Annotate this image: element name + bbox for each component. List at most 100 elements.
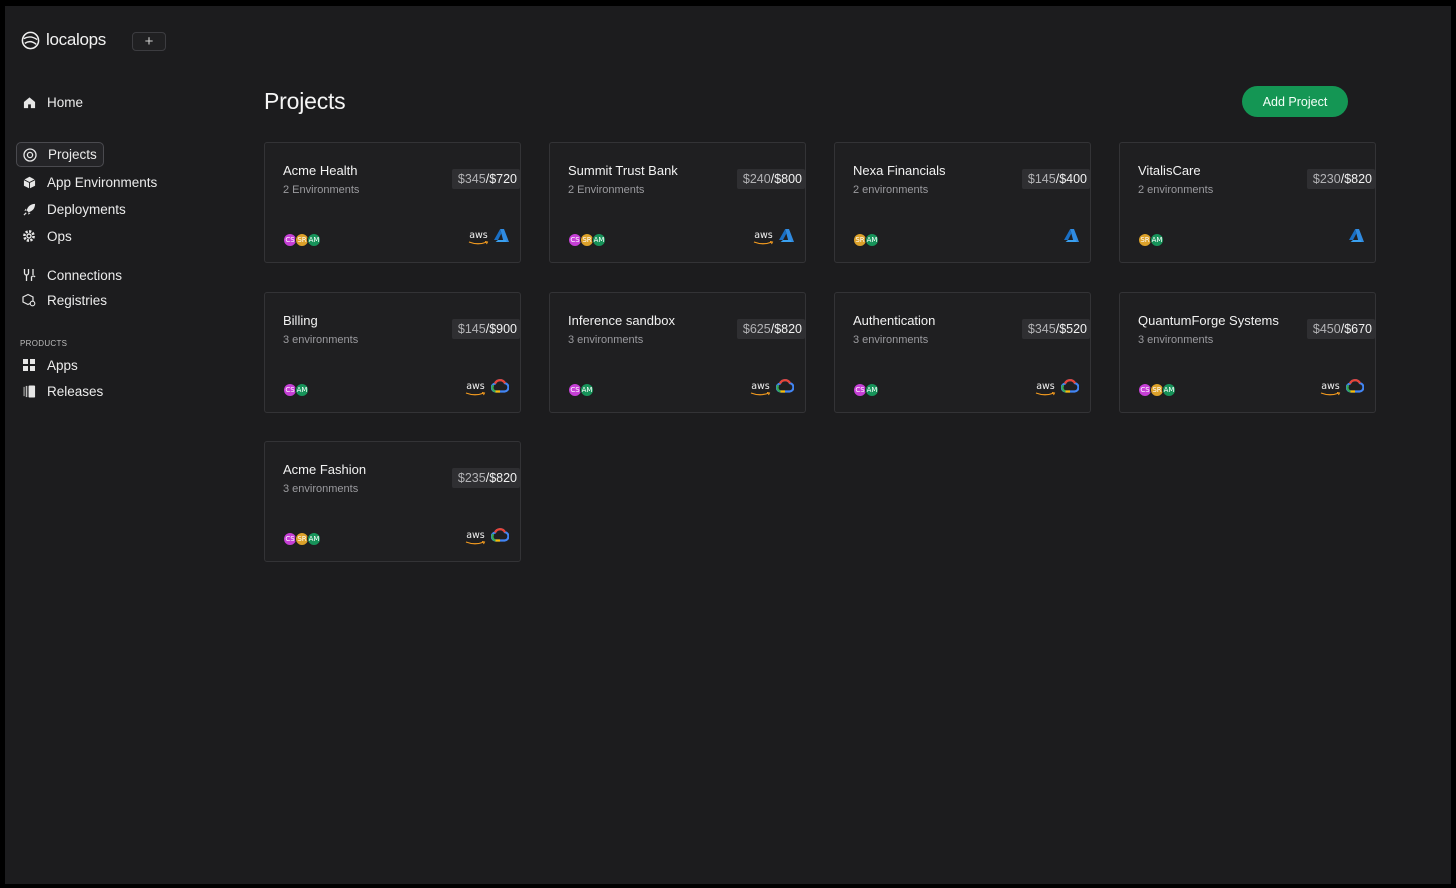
project-name: Nexa Financials <box>853 163 946 178</box>
avatar[interactable]: AM <box>1162 383 1176 397</box>
cost-budget: /$520 <box>1055 322 1087 336</box>
project-card[interactable]: Authentication 3 environments $345/$520 CS A… <box>834 292 1091 413</box>
aws-label: aws <box>751 380 770 392</box>
cost-budget: /$820 <box>1340 172 1372 186</box>
project-env-count: 2 Environments <box>568 184 645 196</box>
project-name: Billing <box>283 313 318 328</box>
cloud-providers: aws <box>468 229 509 247</box>
new-button[interactable]: + <box>132 32 166 51</box>
cost-used: $235 <box>457 471 486 485</box>
sidebar-item-projects[interactable]: Projects <box>16 142 104 167</box>
member-avatars: SR AM <box>1138 233 1164 247</box>
aws-label: aws <box>466 529 485 541</box>
cost-budget: /$900 <box>485 322 517 336</box>
avatar[interactable]: AM <box>865 233 879 247</box>
brand-name: localops <box>46 30 106 49</box>
gcp-logo-icon <box>490 379 510 398</box>
localops-logo-icon <box>21 31 40 49</box>
home-icon <box>22 95 36 109</box>
project-card[interactable]: Inference sandbox 3 environments $625/$820… <box>549 292 806 413</box>
sidebar-item-label: Home <box>47 94 84 110</box>
project-card[interactable]: Acme Fashion 3 environments $235/$820 CS SR A… <box>264 441 521 562</box>
project-card[interactable]: QuantumForge Systems 3 environments $450/$… <box>1119 292 1376 413</box>
cost-used: $450 <box>1312 322 1341 336</box>
sidebar-item-ops[interactable]: Ops <box>16 224 78 248</box>
cost-badge: $345/$720 <box>451 169 520 189</box>
project-name: Inference sandbox <box>568 313 675 328</box>
aws-label: aws <box>466 380 485 392</box>
project-env-count: 2 environments <box>1138 184 1214 196</box>
sidebar-item-label: Apps <box>47 357 78 373</box>
brand[interactable]: localops <box>21 30 106 50</box>
products-section-label: PRODUCTS <box>20 339 68 348</box>
cloud-providers: aws <box>465 379 510 398</box>
cloud-providers <box>1064 229 1079 247</box>
cost-badge: $450/$670 <box>1306 319 1375 339</box>
app-window: localops + Home Projects App Environment… <box>5 6 1451 884</box>
aws-logo-icon: aws <box>465 380 486 396</box>
avatar[interactable]: AM <box>1150 233 1164 247</box>
sidebar-item-label: Ops <box>47 228 72 244</box>
avatar[interactable]: CS <box>283 532 297 546</box>
cloud-providers: aws <box>750 379 795 398</box>
cost-badge: $235/$820 <box>451 468 520 488</box>
grid-icon <box>22 358 36 372</box>
sidebar-item-deployments[interactable]: Deployments <box>16 197 132 221</box>
sidebar-item-apps[interactable]: Apps <box>16 353 84 377</box>
member-avatars: CS SR AM <box>283 532 321 546</box>
aws-label: aws <box>469 230 488 241</box>
sidebar-item-home[interactable]: Home <box>16 90 89 114</box>
sidebar-item-releases[interactable]: Releases <box>16 379 109 403</box>
aws-logo-icon: aws <box>750 380 771 396</box>
avatar[interactable]: AM <box>307 233 321 247</box>
project-env-count: 3 environments <box>568 334 644 346</box>
cloud-providers: aws <box>465 528 510 547</box>
project-env-count: 3 environments <box>853 334 929 346</box>
member-avatars: CS SR AM <box>283 233 321 247</box>
releases-icon <box>22 384 36 398</box>
avatar[interactable]: CS <box>853 383 867 397</box>
gcp-logo-icon <box>1060 379 1080 398</box>
cost-used: $345 <box>457 172 486 186</box>
cloud-providers <box>1349 229 1364 247</box>
cost-used: $145 <box>1027 172 1056 186</box>
cloud-providers: aws <box>1320 379 1365 398</box>
sidebar-item-label: App Environments <box>47 174 158 190</box>
project-card[interactable]: Nexa Financials 2 environments $145/$400 SR… <box>834 142 1091 263</box>
cost-badge: $145/$400 <box>1021 169 1090 189</box>
page-title: Projects <box>264 88 346 114</box>
project-name: VitalisCare <box>1138 163 1201 178</box>
member-avatars: CS SR AM <box>1138 383 1176 397</box>
project-card[interactable]: VitalisCare 2 environments $230/$820 SR AM <box>1119 142 1376 263</box>
project-card[interactable]: Acme Health 2 Environments $345/$720 CS SR AM… <box>264 142 521 263</box>
cost-used: $625 <box>742 322 771 336</box>
cost-budget: /$820 <box>485 471 517 485</box>
avatar[interactable]: AM <box>580 383 594 397</box>
project-env-count: 3 environments <box>1138 334 1214 346</box>
sidebar-item-app-environments[interactable]: App Environments <box>16 170 163 194</box>
azure-logo-icon <box>1064 229 1079 247</box>
cost-used: $230 <box>1312 172 1341 186</box>
cost-budget: /$400 <box>1055 172 1087 186</box>
avatar[interactable]: AM <box>295 383 309 397</box>
member-avatars: CS SR AM <box>568 233 606 247</box>
project-name: Acme Fashion <box>283 462 367 477</box>
project-name: QuantumForge Systems <box>1138 313 1279 328</box>
cost-badge: $145/$900 <box>451 319 520 339</box>
project-card[interactable]: Billing 3 environments $145/$900 CS AM aws <box>264 292 521 413</box>
avatar[interactable]: AM <box>592 233 606 247</box>
sidebar-item-registries[interactable]: Registries <box>16 288 113 312</box>
avatar[interactable]: AM <box>307 532 321 546</box>
sidebar-item-connections[interactable]: Connections <box>16 263 128 287</box>
member-avatars: CS AM <box>568 383 594 397</box>
project-name: Summit Trust Bank <box>568 163 678 178</box>
project-env-count: 2 environments <box>853 184 929 196</box>
avatar[interactable]: AM <box>865 383 879 397</box>
gcp-logo-icon <box>490 528 510 547</box>
cost-used: $240 <box>742 172 771 186</box>
project-name: Acme Health <box>283 163 358 178</box>
aws-logo-icon: aws <box>753 231 774 245</box>
cost-used: $145 <box>457 322 486 336</box>
add-project-button[interactable]: Add Project <box>1242 86 1348 117</box>
project-card[interactable]: Summit Trust Bank 2 Environments $240/$800… <box>549 142 806 263</box>
